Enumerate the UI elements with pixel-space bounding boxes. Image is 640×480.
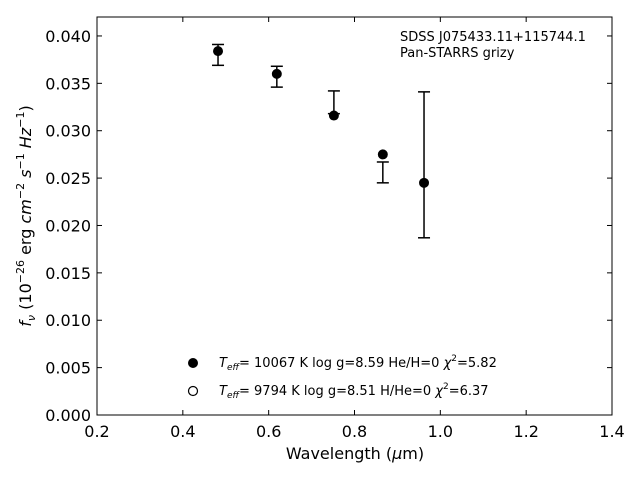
annotation: SDSS J075433.11+115744.1 Pan-STARRS griz… bbox=[400, 30, 586, 61]
x-tick-label: 1.2 bbox=[513, 422, 538, 441]
annotation-line-1: SDSS J075433.11+115744.1 bbox=[400, 30, 586, 45]
error-bar bbox=[327, 90, 340, 115]
x-tick-label: 0.8 bbox=[342, 422, 367, 441]
x-tick-label: 1.4 bbox=[599, 422, 624, 441]
x-tick-label: 1.0 bbox=[428, 422, 453, 441]
y-tick-label: 0.025 bbox=[45, 169, 91, 188]
y-tick-label: 0.005 bbox=[45, 359, 91, 378]
x-axis-label: Wavelength (μm) bbox=[286, 444, 424, 463]
y-tick-label: 0.010 bbox=[45, 311, 91, 330]
data-points bbox=[213, 46, 430, 188]
error-bars bbox=[212, 43, 431, 239]
model-point bbox=[419, 177, 430, 188]
y-tick-label: 0.030 bbox=[45, 122, 91, 141]
error-bar bbox=[418, 91, 431, 239]
y-tick-label: 0.015 bbox=[45, 264, 91, 283]
plot-frame bbox=[96, 16, 613, 416]
annotation-line-2: Pan-STARRS grizy bbox=[400, 46, 515, 61]
ticks: 0.2 0.4 0.6 0.8 1.0 1.2 1.4 0.000 0.005 0.010 0.01… bbox=[45, 17, 625, 441]
y-tick-label: 0.000 bbox=[45, 406, 91, 425]
y-tick-label: 0.020 bbox=[45, 216, 91, 235]
y-tick-label: 0.040 bbox=[45, 27, 91, 46]
model-point bbox=[213, 46, 224, 57]
x-tick-label: 0.6 bbox=[256, 422, 281, 441]
legend: Teff= 10067 K log g=8.59 He/H=0 χ2=5.82 … bbox=[187, 354, 497, 401]
model-point bbox=[328, 110, 339, 121]
y-tick-label: 0.035 bbox=[45, 74, 91, 93]
model-point bbox=[377, 149, 388, 160]
error-bar bbox=[376, 161, 389, 184]
x-tick-label: 0.2 bbox=[84, 422, 109, 441]
legend-marker-open bbox=[187, 385, 199, 397]
model-point bbox=[271, 68, 282, 79]
x-tick-label: 0.4 bbox=[170, 422, 195, 441]
y-axis-label: fν (10−26 erg cm−2 s−1 Hz−1) bbox=[14, 105, 38, 326]
legend-marker-filled bbox=[188, 358, 198, 368]
legend-label-2: Teff= 9794 K log g=8.51 H/He=0 χ2=6.37 bbox=[219, 382, 489, 401]
legend-label-1: Teff= 10067 K log g=8.59 He/H=0 χ2=5.82 bbox=[219, 354, 497, 373]
